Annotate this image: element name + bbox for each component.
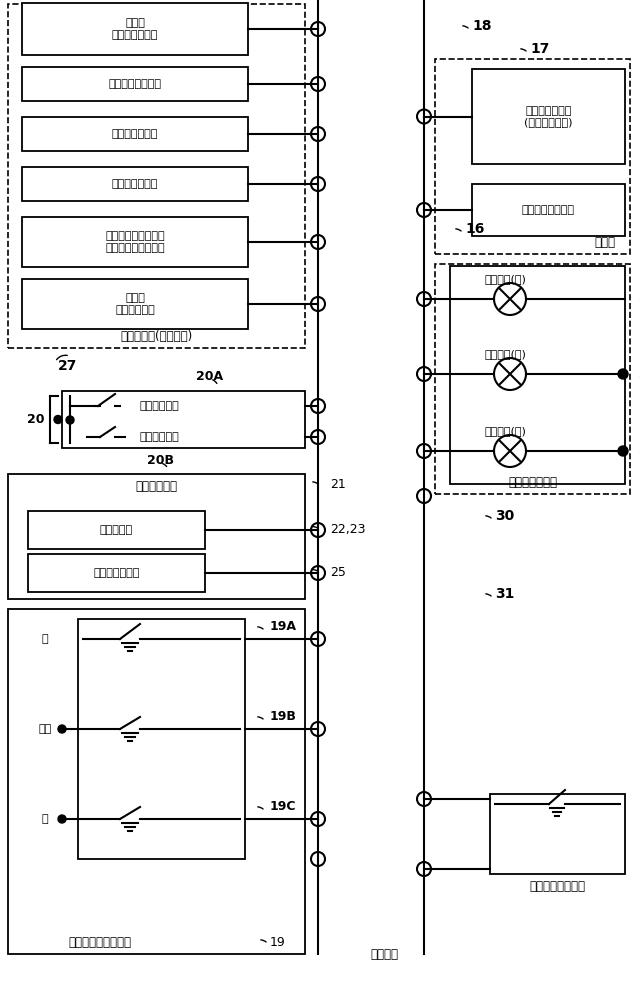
Bar xyxy=(490,794,625,874)
Text: 正常運転(緑): 正常運転(緑) xyxy=(484,274,526,284)
Bar xyxy=(435,59,630,254)
Text: 27: 27 xyxy=(58,359,77,373)
Bar xyxy=(28,511,205,549)
Bar xyxy=(62,391,305,448)
Text: ブラケット傾き検出
ブラケット振動検出: ブラケット傾き検出 ブラケット振動検出 xyxy=(105,231,165,253)
Bar xyxy=(8,474,305,599)
Bar xyxy=(22,167,248,201)
Text: 開閉機: 開閉機 xyxy=(594,235,615,249)
Bar xyxy=(78,619,245,859)
Text: 制御盤
入力電流検出: 制御盤 入力電流検出 xyxy=(115,293,155,315)
Text: 17: 17 xyxy=(530,42,549,56)
Circle shape xyxy=(58,725,66,733)
Bar xyxy=(22,117,248,151)
Bar xyxy=(435,264,630,494)
Text: 押しボタンスイッチ: 押しボタンスイッチ xyxy=(68,936,131,949)
Text: モータ運転指令
(ベクトル制御): モータ運転指令 (ベクトル制御) xyxy=(524,105,573,127)
Bar xyxy=(472,184,625,236)
Bar xyxy=(22,217,248,267)
Text: 故障予知(黄): 故障予知(黄) xyxy=(484,349,526,359)
Text: モータ回転数検出: モータ回転数検出 xyxy=(109,79,161,89)
Bar xyxy=(450,266,625,484)
Text: リセットスイッチ: リセットスイッチ xyxy=(529,881,586,893)
Circle shape xyxy=(618,446,628,456)
Text: 19: 19 xyxy=(270,936,285,949)
Text: 31: 31 xyxy=(495,587,515,601)
Text: 19C: 19C xyxy=(270,801,296,814)
Text: 障害物検出部: 障害物検出部 xyxy=(136,479,177,493)
Bar xyxy=(8,609,305,954)
Text: 開: 開 xyxy=(42,634,48,644)
Text: 20B: 20B xyxy=(147,455,173,467)
Text: 18: 18 xyxy=(472,19,492,33)
Text: 各種表示ランプ: 各種表示ランプ xyxy=(508,475,557,488)
Text: 光電センサ: 光電センサ xyxy=(100,525,133,535)
Circle shape xyxy=(58,815,66,823)
Text: 制御装置: 制御装置 xyxy=(370,948,398,960)
Text: 停止: 停止 xyxy=(38,724,52,734)
Text: モータ
トルク電流検出: モータ トルク電流検出 xyxy=(112,18,158,39)
Text: 30: 30 xyxy=(495,509,515,523)
Text: 故障発生(赤): 故障発生(赤) xyxy=(484,426,526,436)
Circle shape xyxy=(618,369,628,379)
Text: 21: 21 xyxy=(330,477,346,490)
Text: 16: 16 xyxy=(465,222,484,236)
Bar xyxy=(8,4,305,348)
Text: 各種センサ(故障検知): 各種センサ(故障検知) xyxy=(120,330,193,342)
Text: モータ振動検出: モータ振動検出 xyxy=(112,179,158,189)
Text: 30b: 30b xyxy=(638,367,640,381)
Bar xyxy=(28,554,205,592)
Text: 19A: 19A xyxy=(270,621,297,634)
Text: 下限リミット: 下限リミット xyxy=(140,432,180,442)
Bar xyxy=(22,279,248,329)
Text: 20: 20 xyxy=(28,413,45,426)
Text: 22,23: 22,23 xyxy=(330,523,365,536)
Text: 25: 25 xyxy=(330,567,346,580)
Text: ブレーキ作動指令: ブレーキ作動指令 xyxy=(522,205,575,215)
Text: 30a: 30a xyxy=(638,292,640,305)
Text: 座板感知レバー: 座板感知レバー xyxy=(93,568,140,578)
Bar xyxy=(22,3,248,55)
Text: 閉: 閉 xyxy=(42,814,48,824)
Text: 20A: 20A xyxy=(196,371,223,384)
Text: 上限リミット: 上限リミット xyxy=(140,401,180,411)
Text: モータ温度検出: モータ温度検出 xyxy=(112,129,158,139)
Circle shape xyxy=(54,415,62,423)
Text: 19B: 19B xyxy=(270,710,297,723)
Circle shape xyxy=(66,416,74,424)
Bar xyxy=(472,69,625,164)
Text: 30c: 30c xyxy=(638,445,640,458)
Bar xyxy=(22,67,248,101)
